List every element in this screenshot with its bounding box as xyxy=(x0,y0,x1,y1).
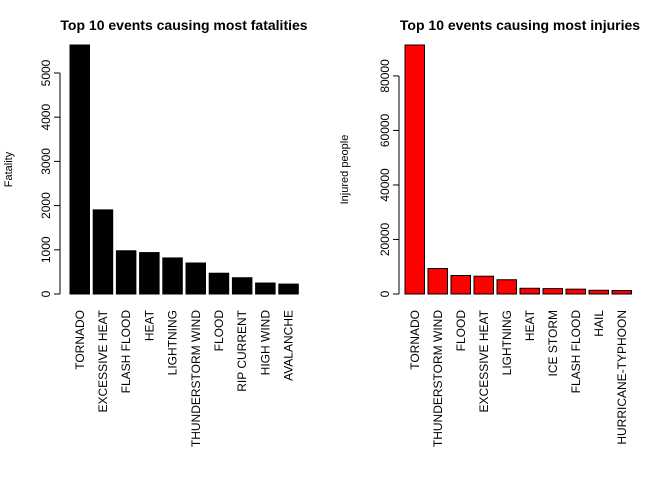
x-tick-label: HAIL xyxy=(592,310,606,337)
bar-heat xyxy=(519,287,540,295)
bar-flood xyxy=(208,272,230,295)
chart-title: Top 10 events causing most injuries xyxy=(400,17,640,33)
bar-thunderstorm-wind xyxy=(427,268,448,295)
y-tick-label: 3000 xyxy=(39,148,53,175)
y-tick-label: 0 xyxy=(378,290,392,297)
y-tick-label: 20000 xyxy=(378,222,392,256)
bar-flash-flood xyxy=(565,288,586,295)
bar-tornado xyxy=(404,44,425,295)
y-tick-label: 60000 xyxy=(378,113,392,147)
bar-hurricane-typhoon xyxy=(611,290,632,295)
bar-lightning xyxy=(162,257,183,295)
chart-title: Top 10 events causing most fatalities xyxy=(60,17,307,33)
x-tick-label: HIGH WIND xyxy=(258,310,272,376)
y-tick-label: 80000 xyxy=(378,59,392,93)
y-axis-label: Injured people xyxy=(339,135,351,205)
x-tick-label: TORNADO xyxy=(73,310,87,370)
x-tick-label: LIGHTNING xyxy=(166,310,180,375)
x-tick-label: AVALANCHE xyxy=(282,310,296,381)
bar-heat xyxy=(139,252,160,295)
y-tick-label: 40000 xyxy=(378,168,392,202)
bar-lightning xyxy=(496,279,517,295)
y-tick-label: 5000 xyxy=(39,59,53,86)
bar-excessive-heat xyxy=(473,275,494,295)
bar-rip-current xyxy=(231,277,253,295)
x-tick-label: FLASH FLOOD xyxy=(119,310,133,394)
x-tick-label: LIGHTNING xyxy=(500,310,514,375)
x-tick-label: TORNADO xyxy=(408,310,422,370)
bar-thunderstorm-wind xyxy=(185,262,206,295)
x-tick-label: EXCESSIVE HEAT xyxy=(477,309,491,412)
x-tick-label: ICE STORM xyxy=(546,310,560,376)
y-tick-label: 4000 xyxy=(39,104,53,131)
x-tick-label: THUNDERSTORM WIND xyxy=(431,310,445,447)
x-tick-label: FLOOD xyxy=(212,310,226,352)
x-tick-label: HEAT xyxy=(523,309,537,341)
bar-ice-storm xyxy=(542,288,563,295)
x-tick-label: THUNDERSTORM WIND xyxy=(189,310,203,447)
y-axis-label: Fatality xyxy=(3,151,15,187)
bar-flood xyxy=(450,274,471,295)
y-tick-label: 2000 xyxy=(39,192,53,219)
x-tick-label: EXCESSIVE HEAT xyxy=(96,309,110,412)
bar-hail xyxy=(588,289,609,295)
x-tick-label: HURRICANE-TYPHOON xyxy=(615,310,629,445)
x-tick-label: FLOOD xyxy=(454,310,468,352)
bar-avalanche xyxy=(278,283,299,295)
bar-tornado xyxy=(69,44,90,295)
x-tick-label: FLASH FLOOD xyxy=(569,310,583,394)
y-tick-label: 1000 xyxy=(39,236,53,263)
bar-excessive-heat xyxy=(92,209,114,295)
x-tick-label: RIP CURRENT xyxy=(235,309,249,391)
y-tick-label: 0 xyxy=(39,290,53,297)
x-tick-label: HEAT xyxy=(142,309,156,341)
bar-flash-flood xyxy=(115,250,137,295)
bar-high-wind xyxy=(255,282,276,295)
